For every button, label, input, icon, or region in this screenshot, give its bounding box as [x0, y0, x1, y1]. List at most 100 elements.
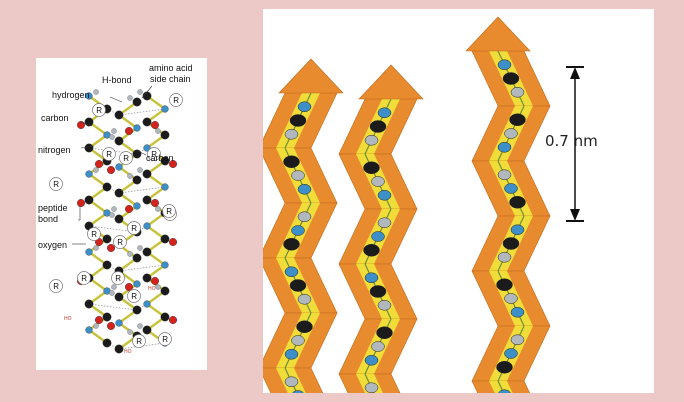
- oxygen-atom: [168, 237, 177, 246]
- carbon-atom: [84, 143, 94, 153]
- nitrogen-atom: [377, 107, 392, 118]
- hydrogen-atom: [127, 95, 133, 101]
- h-bond: [106, 342, 120, 350]
- hydrogen-atom: [155, 206, 161, 212]
- nitrogen-atom: [510, 307, 525, 318]
- carbon-atom: [509, 196, 526, 209]
- oxygen-atom: [124, 282, 133, 291]
- hydrogen-atom: [284, 129, 299, 140]
- carbon-atom: [369, 120, 387, 133]
- hydrogen-atom: [93, 167, 99, 173]
- carbon-atom: [102, 234, 112, 244]
- nitrogen-atom: [284, 266, 299, 277]
- carbon-atom: [114, 136, 124, 146]
- nitrogen-atom: [85, 248, 93, 256]
- ribbon-arrowhead: [278, 58, 344, 94]
- carbon-atom: [102, 260, 112, 270]
- r-group-circle: [158, 332, 172, 346]
- carbon-atom: [142, 325, 152, 335]
- carbon-atom: [289, 114, 307, 127]
- atomic-model-figure: RRRRRRRRRRRRRRRRRHOHOHO amino acid side …: [38, 63, 193, 355]
- hydrogen-atom: [364, 135, 379, 146]
- ho-label: HO: [124, 349, 132, 355]
- oxygen-atom: [106, 322, 115, 331]
- h-bond: [106, 108, 120, 116]
- hydrogen-atom: [137, 167, 143, 173]
- oxygen-atom: [77, 198, 86, 207]
- label-nitrogen: nitrogen: [38, 145, 71, 155]
- oxygen-atom: [150, 198, 159, 207]
- hydrogen-atom: [497, 169, 512, 180]
- label-oxygen: oxygen: [38, 240, 67, 250]
- carbon-atom: [84, 299, 94, 309]
- nitrogen-atom: [292, 390, 304, 393]
- r-group-circle: [169, 93, 183, 107]
- nitrogen-atom: [504, 348, 518, 359]
- hydrogen-atom: [93, 245, 99, 251]
- ho-label: HO: [64, 316, 72, 322]
- beta-sheet-atomic-model: RRRRRRRRRRRRRRRRRHOHOHO amino acid side …: [36, 58, 207, 370]
- hydrogen-atom: [291, 335, 305, 346]
- nitrogen-atom: [133, 124, 141, 132]
- hydrogen-atom: [510, 334, 525, 345]
- label-leaders: [72, 85, 153, 245]
- r-group-label: R: [81, 274, 87, 283]
- r-group-label: R: [131, 224, 137, 233]
- r-group-label: R: [136, 337, 142, 346]
- hydrogen-atom: [504, 128, 518, 139]
- hydrogen-atom: [284, 376, 299, 387]
- carbon-atom: [142, 117, 152, 127]
- hydrogen-atom: [127, 251, 133, 257]
- side-chains: RRRRRRRRRRRRRRRRRHOHOHO: [49, 93, 183, 355]
- label-side-chain: side chain: [150, 74, 191, 84]
- r-group-circle: [87, 227, 101, 241]
- carbon-atom: [132, 305, 142, 315]
- r-group-label: R: [151, 150, 157, 159]
- hydrogen-atom: [510, 87, 525, 98]
- oxygen-atom: [150, 121, 159, 130]
- carbon-atom: [160, 130, 170, 140]
- hydrogen-atom: [93, 89, 99, 95]
- carbon-atom: [114, 188, 124, 198]
- nitrogen-atom: [364, 355, 379, 366]
- hydrogen-atom: [137, 89, 143, 95]
- hydrogen-atom: [364, 382, 379, 393]
- carbon-atom: [160, 286, 170, 296]
- oxygen-atom: [106, 243, 115, 252]
- nitrogen-atom: [115, 163, 123, 171]
- h-bond: [88, 303, 138, 311]
- ho-label: HO: [148, 286, 156, 292]
- nitrogen-atom: [115, 319, 123, 327]
- scale-label: 0.7 nm: [545, 132, 598, 150]
- nitrogen-atom: [364, 272, 379, 283]
- oxygen-atom: [95, 159, 104, 168]
- label-peptide: peptide: [38, 203, 68, 213]
- hydrogen-atom: [127, 173, 133, 179]
- nitrogen-atom: [377, 190, 392, 201]
- nitrogen-atom: [143, 300, 151, 308]
- nitrogen-atom: [161, 105, 169, 113]
- r-group-circle: [147, 147, 161, 161]
- carbon-atom: [102, 338, 112, 348]
- hydrogen-atom: [109, 134, 115, 140]
- nitrogen-atom: [161, 183, 169, 191]
- nitrogen-atom: [133, 202, 141, 210]
- carbon-atom: [142, 169, 152, 179]
- carbon-atom: [142, 273, 152, 283]
- r-group-circle: [119, 151, 133, 165]
- beta-sheet-ribbon-model: 0.7 nm: [263, 9, 654, 393]
- nitrogen-atom: [284, 349, 299, 360]
- hydrogen-atom: [93, 323, 99, 329]
- carbon-atom: [296, 320, 313, 333]
- carbon-atom: [132, 253, 142, 263]
- r-group-circle: [102, 147, 116, 161]
- hydrogen-atom: [109, 212, 115, 218]
- r-group-label: R: [123, 154, 129, 163]
- carbon-atom: [102, 312, 112, 322]
- carbon-atom: [363, 244, 380, 257]
- r-group-circle: [127, 221, 141, 235]
- r-group-circle: [77, 271, 91, 285]
- hydrogen-atom: [155, 284, 161, 290]
- label-amino-acid: amino acid: [149, 63, 193, 73]
- carbon-atom: [496, 278, 513, 291]
